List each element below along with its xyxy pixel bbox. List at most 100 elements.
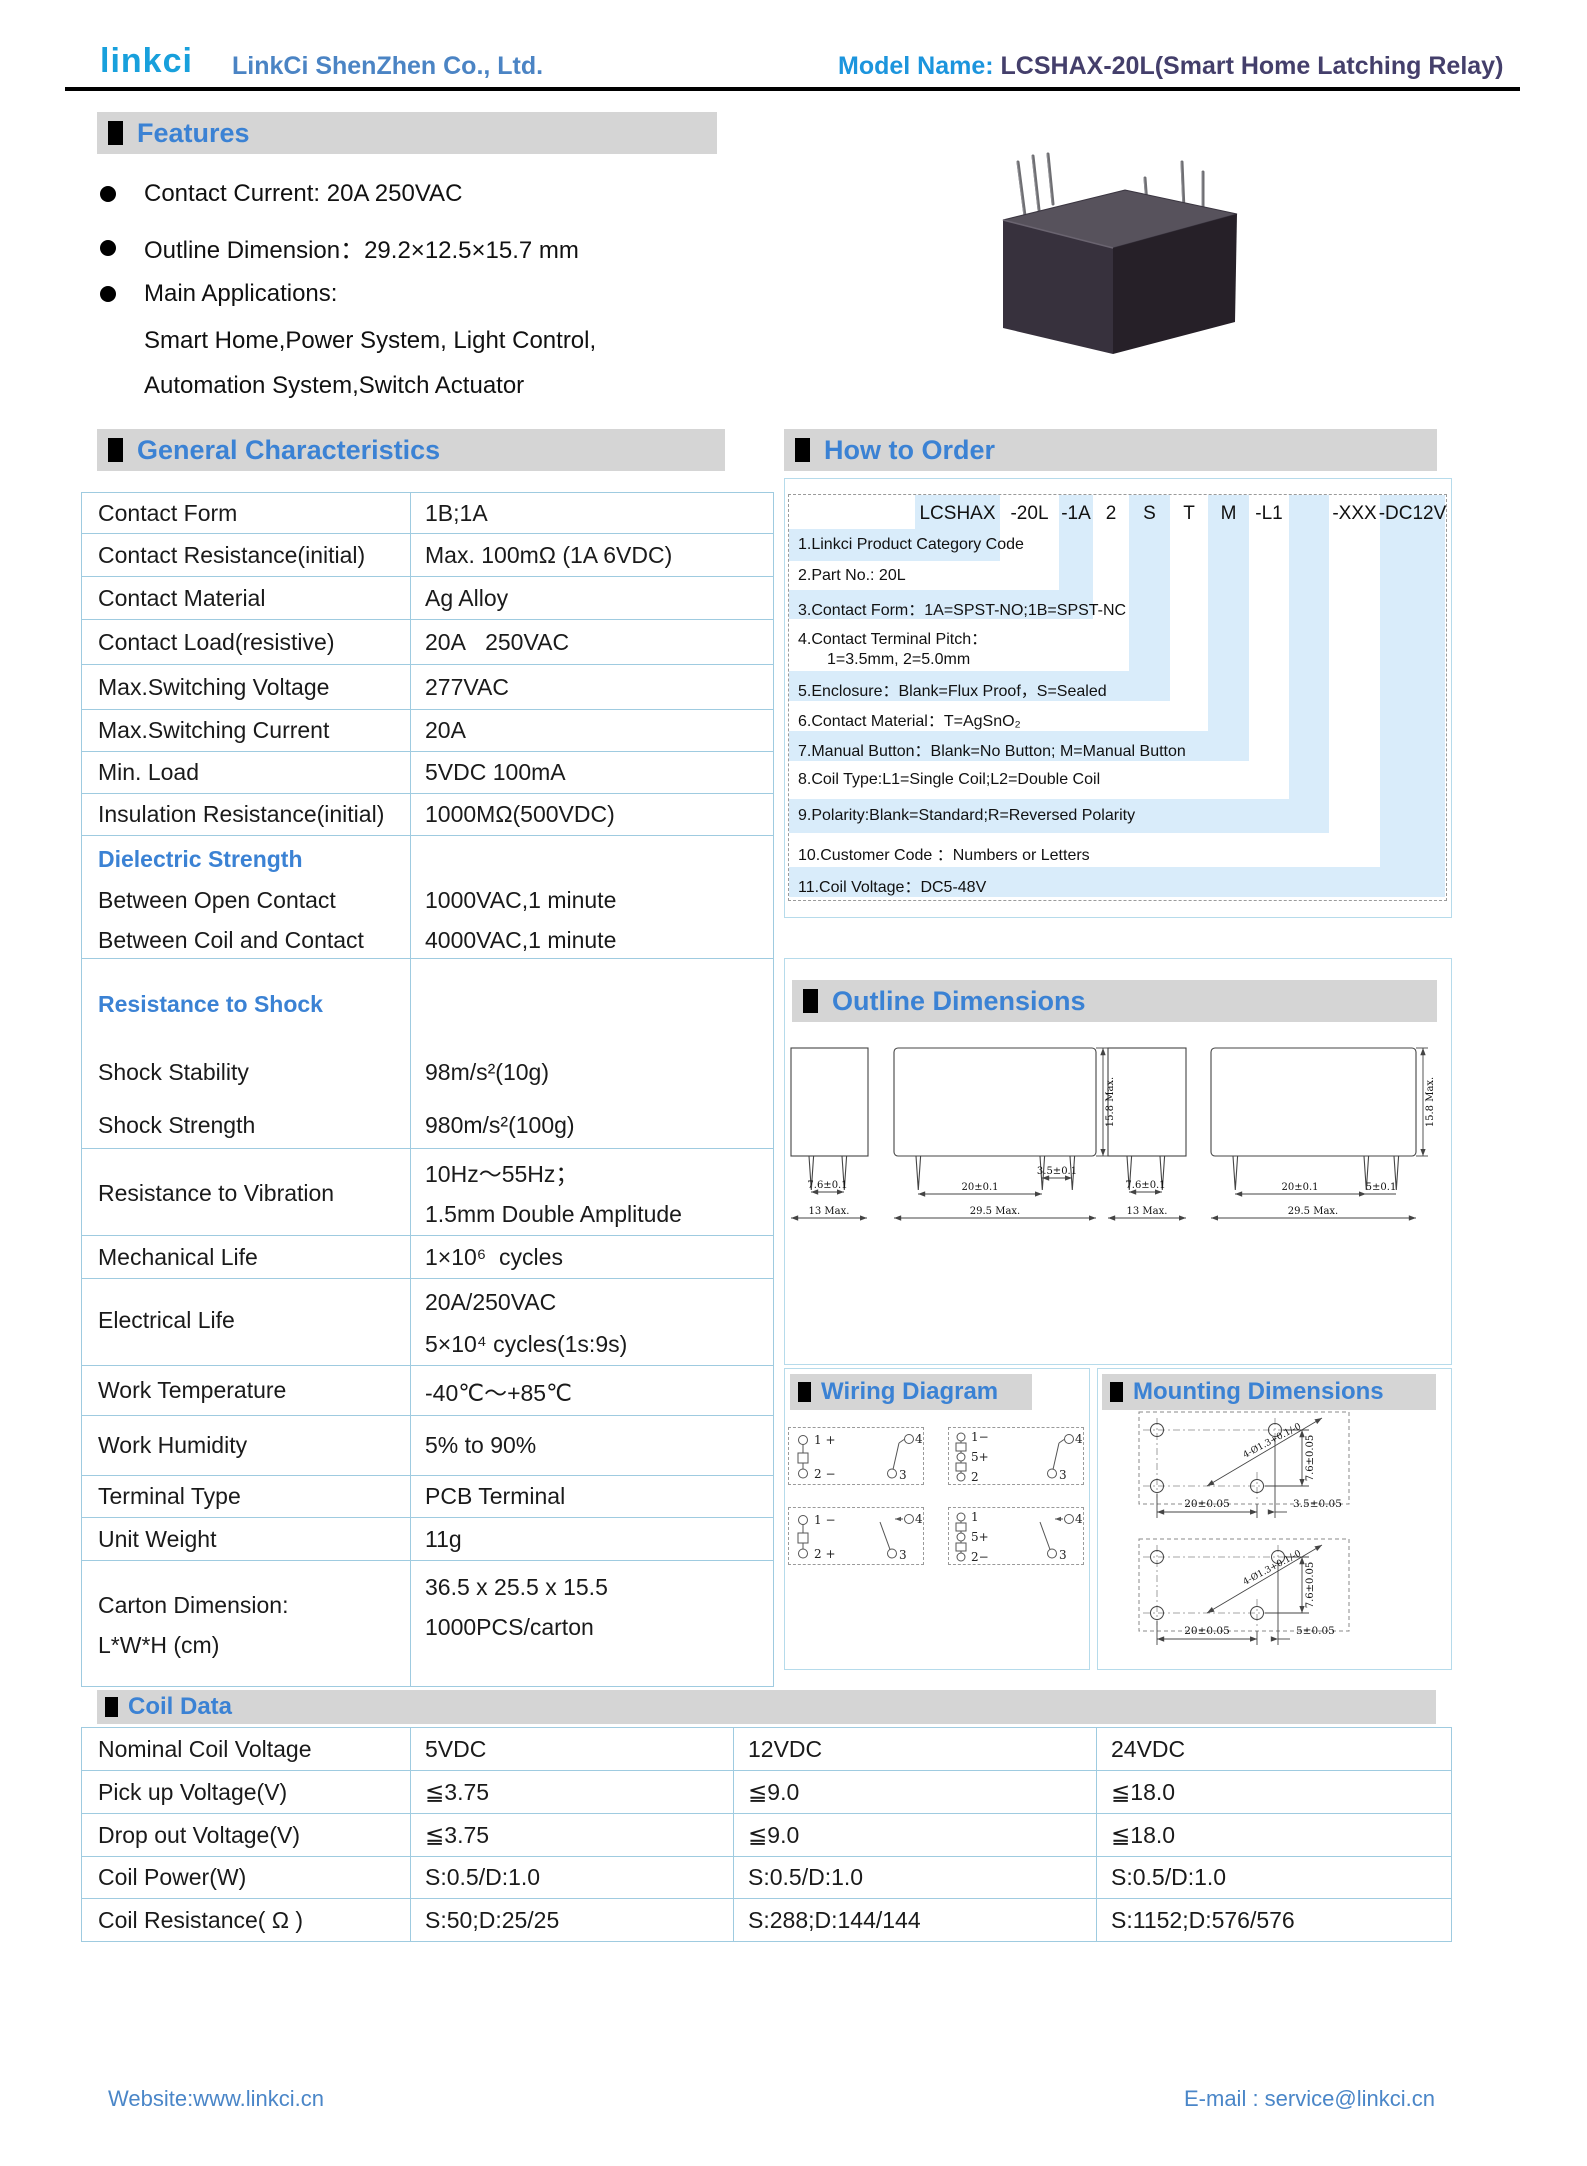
order-code-segment: -DC12V: [1378, 503, 1447, 524]
order-column-stripe: [1129, 495, 1170, 701]
table-row: Contact Material Ag Alloy: [82, 577, 773, 620]
feature-text: Automation System,Switch Actuator: [144, 372, 525, 399]
terminal-label: 1−: [971, 1430, 989, 1444]
dim-label: 7.6±0.1: [807, 1180, 847, 1191]
terminal-label: 2: [971, 1470, 979, 1484]
row-label-cell: Work Humidity: [82, 1416, 411, 1475]
contact-label: 3: [1059, 1548, 1067, 1562]
footer-website: Website:www.linkci.cn: [108, 2086, 324, 2111]
row-label-cell: Contact Load(resistive): [82, 620, 411, 664]
row-value-cell: 98m/s²(10g) 980m/s²(100g): [411, 959, 773, 1148]
dim-label: 13 Max.: [1127, 1206, 1168, 1217]
row-value-cell: 1000MΩ(500VDC): [425, 801, 615, 827]
coil-value-cell: ≦18.0: [1111, 1778, 1176, 1805]
row-label: Resistance to Vibration: [98, 1180, 335, 1206]
row-value-cell: 20A: [425, 717, 466, 743]
wiring-svg: 1− 5+ 2 4 3: [955, 1430, 1083, 1484]
dim-label: 3.5±0.05: [1293, 1498, 1342, 1510]
dim-label: 20±0.1: [1281, 1182, 1318, 1193]
contact-label: 4: [915, 1512, 923, 1526]
row-value: 1.5mm Double Amplitude: [425, 1201, 682, 1227]
order-row-band: [789, 799, 1329, 833]
mounting-drawing: 4-Ø1.3+0.1/-0 7.6±0.05 20±0.05 3.5±0.05: [1137, 1406, 1437, 1528]
terminal-label: 1 +: [814, 1433, 836, 1447]
coil-value-cell: 24VDC: [1111, 1735, 1186, 1762]
contact-label: 3: [899, 1468, 907, 1482]
dim-label: 20±0.1: [961, 1182, 998, 1193]
row-label: Electrical Life: [98, 1307, 235, 1333]
order-column-stripe: [1380, 495, 1445, 897]
feature-bullet: Main Applications:: [100, 280, 337, 308]
feature-bullet: Outline Dimension：29.2×12.5×15.7 mm: [100, 230, 579, 265]
row-label: Resistance to Shock: [98, 991, 323, 1017]
coil-value-cell: ≦9.0: [734, 1771, 1097, 1813]
table-row: Resistance to Shock Shock Stability Shock …: [82, 959, 773, 1149]
table-row: Work Humidity 5% to 90%: [82, 1416, 773, 1476]
row-value: 1000PCS/carton: [425, 1614, 594, 1640]
table-row: Carton Dimension: L*W*H (cm) 36.5 x 25.5 x…: [82, 1561, 773, 1686]
dim-label: 15.8 Max.: [1425, 1077, 1436, 1127]
coil-value-cell: S:0.5/D:1.0: [411, 1857, 734, 1898]
section-square-icon: [1110, 1382, 1123, 1402]
row-value-cell: 36.5 x 25.5 x 15.5 1000PCS/carton: [411, 1561, 773, 1686]
section-square-icon: [795, 438, 810, 462]
order-column-stripe: [1289, 495, 1329, 833]
how-to-order-title: How to Order: [824, 434, 996, 465]
section-square-icon: [105, 1697, 118, 1717]
table-row: Max.Switching Voltage 277VAC: [82, 665, 773, 710]
contact-label: 4: [1075, 1432, 1083, 1446]
order-code-segment: -1A: [1061, 503, 1091, 524]
order-note: 9.Polarity:Blank=Standard;R=Reversed Pol…: [798, 807, 1136, 824]
table-row: Contact Form 1B;1A: [82, 493, 773, 534]
terminal-label: 2 +: [814, 1547, 836, 1561]
section-square-icon: [108, 438, 123, 462]
row-label: Dielectric Strength: [98, 846, 303, 872]
dim-label: 5±0.1: [1366, 1182, 1397, 1193]
table-row: Electrical Life 20A/250VAC 5×10⁴ cycles(1s…: [82, 1279, 773, 1366]
row-value-cell: 20A/250VAC 5×10⁴ cycles(1s:9s): [411, 1279, 773, 1365]
table-row: Terminal Type PCB Terminal: [82, 1476, 773, 1518]
brand-logo: linkci: [100, 42, 193, 80]
order-row-band: [789, 529, 1000, 561]
section-square-icon: [798, 1382, 811, 1402]
row-label-cell: Min. Load: [82, 752, 411, 793]
order-note: 11.Coil Voltage：DC5-48V: [798, 879, 987, 896]
mounting-dimensions-bar: Mounting Dimensions: [1102, 1374, 1436, 1410]
dim-label: 7.6±0.05: [1305, 1435, 1316, 1482]
row-value-cell: PCB Terminal: [425, 1483, 566, 1509]
company-name: LinkCi ShenZhen Co., Ltd.: [232, 52, 544, 80]
table-row: Coil Power(W) S:0.5/D:1.0 S:0.5/D:1.0 S:0.5…: [82, 1857, 1451, 1899]
coil-data-title: Coil Data: [128, 1693, 233, 1720]
coil-value-cell: S:1152;D:576/576: [1111, 1906, 1295, 1933]
row-label: Carton Dimension:: [98, 1592, 289, 1618]
row-label-cell: Mechanical Life: [82, 1236, 411, 1278]
terminal-label: 5+: [971, 1530, 989, 1544]
table-row: Coil Resistance( Ω ) S:50;D:25/25 S:288;D:…: [82, 1899, 1451, 1941]
row-label-cell: Terminal Type: [82, 1476, 411, 1517]
row-label: Between Coil and Contact: [98, 927, 364, 953]
contact-label: 4: [1075, 1512, 1083, 1526]
dim-label: 5±0.05: [1296, 1625, 1335, 1637]
order-code-segment: M: [1220, 503, 1237, 524]
order-code-segment: 2: [1105, 503, 1117, 524]
row-value: 20A/250VAC: [425, 1289, 557, 1315]
wiring-diagram: 1− 5+ 2 4 3: [948, 1427, 1084, 1485]
row-value-cell: 1B;1A: [425, 499, 488, 526]
row-label: L*W*H (cm): [98, 1632, 220, 1658]
wiring-diagram: 1 + 2 − 4 3: [788, 1427, 924, 1485]
row-label-cell: Contact Form: [82, 493, 411, 533]
header-divider: [65, 87, 1520, 91]
row-label-cell: Resistance to Vibration: [82, 1149, 411, 1235]
coil-row-label: Drop out Voltage(V): [82, 1814, 411, 1856]
order-code-segment: -L1: [1255, 503, 1283, 524]
row-value-cell: -40℃～+85℃: [425, 1379, 572, 1406]
order-code-segment: S: [1143, 503, 1156, 524]
row-value-cell: 11g: [425, 1525, 462, 1552]
row-label-cell: Dielectric Strength Between Open Contact B…: [82, 836, 411, 958]
model-name: Model Name: LCSHAX-20L(Smart Home Latchi…: [838, 52, 1503, 81]
coil-row-label: Pick up Voltage(V): [82, 1771, 411, 1813]
order-column-stripe: [1208, 495, 1249, 761]
section-square-icon: [108, 121, 123, 145]
terminal-label: 2−: [971, 1550, 989, 1564]
